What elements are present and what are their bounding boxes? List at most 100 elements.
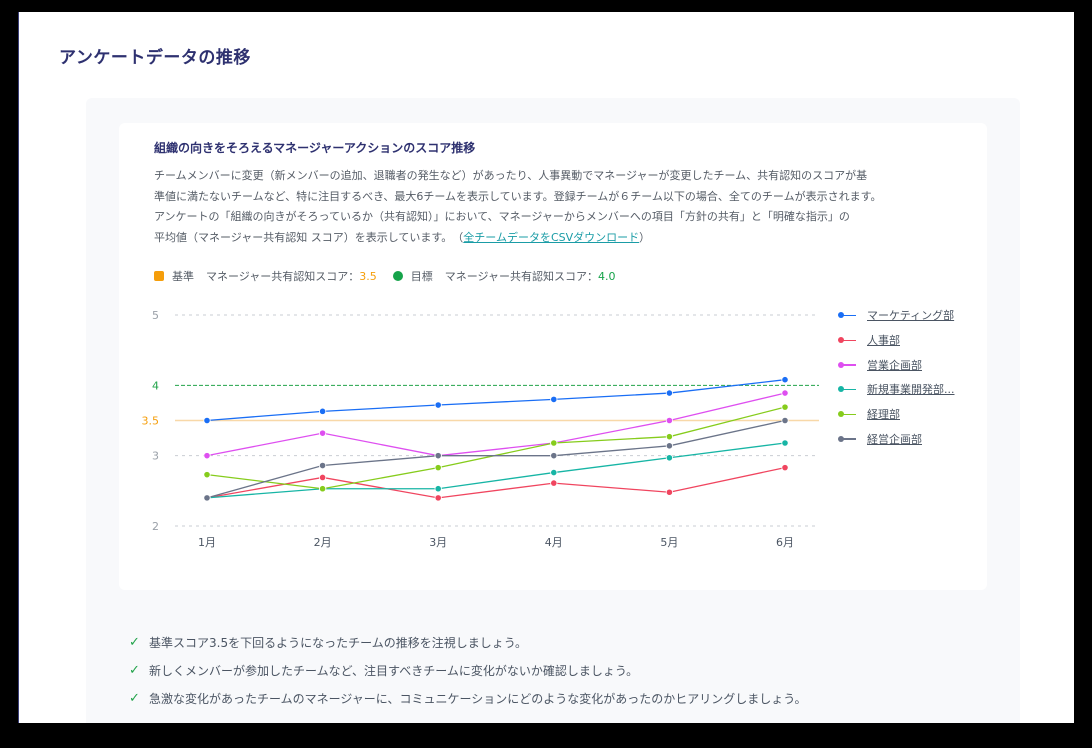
legend-label[interactable]: 経理部 <box>867 408 900 422</box>
x-tick-label: 1月 <box>198 536 216 549</box>
desc-line-2: 準値に満たないチームなど、特に注目するべき、最大6チームを表示しています。登録チ… <box>154 189 882 203</box>
desc-suffix: ） <box>639 230 651 244</box>
data-point[interactable] <box>665 389 674 397</box>
card-description: チームメンバーに変更（新メンバーの追加、退職者の発生など）があったり、人事異動で… <box>154 166 984 248</box>
legend-label[interactable]: 経営企画部 <box>867 432 922 446</box>
page-title: アンケートデータの推移 <box>59 48 251 68</box>
series-line <box>206 419 786 499</box>
data-point[interactable] <box>550 468 558 477</box>
target-value: 4.0 <box>597 269 616 283</box>
target-text: マネージャー共有認知スコア： <box>444 270 598 283</box>
legend-item[interactable]: 新規事業開発部... <box>838 377 955 402</box>
x-tick-label: 6月 <box>776 536 794 549</box>
y-tick-label: 2 <box>152 520 159 533</box>
data-point[interactable] <box>434 401 442 409</box>
series-line <box>206 392 786 457</box>
data-point[interactable] <box>665 442 674 450</box>
check-icon: ✓ <box>129 662 140 678</box>
tip-text: 基準スコア3.5を下回るようになったチームの推移を注視しましょう。 <box>149 635 528 650</box>
legend-marker-icon <box>838 310 858 320</box>
data-point[interactable] <box>434 494 442 502</box>
baseline-square-icon <box>154 271 164 281</box>
card-title: 組織の向きをそろえるマネージャーアクションのスコア推移 <box>154 141 476 155</box>
desc-line-3: アンケートの「組織の向きがそろっているか（共有認知）」において、マネージャーから… <box>154 210 850 223</box>
data-point[interactable] <box>550 479 558 487</box>
desc-line-4: 平均値（マネージャー共有認知 スコア）を表示しています。 （ <box>154 230 464 244</box>
data-point[interactable] <box>781 403 789 411</box>
tip-text: 新しくメンバーが参加したチームなど、注目すべきチームに変化がないか確認しましょう… <box>149 663 639 678</box>
y-tick-label: 4 <box>152 379 159 392</box>
baseline-label: 基準 <box>172 270 194 283</box>
survey-panel: 組織の向きをそろえるマネージャーアクションのスコア推移 チームメンバーに変更（新… <box>86 98 1020 723</box>
data-point[interactable] <box>203 494 211 502</box>
data-point[interactable] <box>665 454 674 462</box>
baseline-value: 3.5 <box>359 269 377 283</box>
page: アンケートデータの推移 組織の向きをそろえるマネージャーアクションのスコア推移 … <box>18 12 1074 723</box>
data-point[interactable] <box>665 416 674 425</box>
legend-item[interactable]: 経理部 <box>838 402 955 427</box>
legend-marker-icon <box>838 434 858 444</box>
data-point[interactable] <box>665 433 674 441</box>
legend-item[interactable]: 経営企画部 <box>838 426 955 451</box>
data-point[interactable] <box>203 471 211 479</box>
data-point[interactable] <box>319 429 327 437</box>
data-point[interactable] <box>781 416 789 425</box>
y-tick-label: 3.5 <box>142 415 160 428</box>
target-dot-icon <box>392 271 403 281</box>
x-tick-label: 2月 <box>314 536 332 549</box>
tip-item: ✓ 基準スコア3.5を下回るようになったチームの推移を注視しましょう。 <box>129 628 807 656</box>
check-icon: ✓ <box>129 690 140 706</box>
data-point[interactable] <box>434 485 442 493</box>
data-point[interactable] <box>319 461 327 470</box>
data-point[interactable] <box>781 376 789 384</box>
baseline-reference: 基準 マネージャー共有認知スコア： 3.5 <box>154 268 377 284</box>
line-chart: 5 4 3.5 3 2 1月 2月 3月 4月 5月 6月 <box>142 309 819 549</box>
baseline-text: マネージャー共有認知スコア： <box>206 270 360 283</box>
data-point[interactable] <box>434 452 442 460</box>
legend-item[interactable]: 人事部 <box>838 328 955 353</box>
series-line <box>206 379 786 422</box>
data-point[interactable] <box>319 407 327 415</box>
legend-label[interactable]: 営業企画部 <box>867 358 922 372</box>
data-point[interactable] <box>550 439 558 447</box>
data-point[interactable] <box>781 389 789 397</box>
desc-line-1: チームメンバーに変更（新メンバーの追加、退職者の発生など）があったり、人事異動で… <box>154 169 868 182</box>
y-tick-label: 3 <box>152 450 159 463</box>
series-line <box>206 406 786 490</box>
csv-download-link[interactable]: 全チームデータをCSVダウンロード <box>463 230 640 244</box>
legend-item[interactable]: 営業企画部 <box>838 352 955 377</box>
legend-item[interactable]: マーケティング部 <box>838 303 955 328</box>
data-point[interactable] <box>203 416 211 425</box>
data-point[interactable] <box>550 395 558 403</box>
target-reference: 目標 マネージャー共有認知スコア： 4.0 <box>392 268 616 284</box>
data-point[interactable] <box>781 439 789 447</box>
tip-item: ✓ 新しくメンバーが参加したチームなど、注目すべきチームに変化がないか確認しましょ… <box>129 656 807 684</box>
legend-marker-icon <box>838 335 858 345</box>
chart-card: 組織の向きをそろえるマネージャーアクションのスコア推移 チームメンバーに変更（新… <box>119 123 987 590</box>
tips-list: ✓ 基準スコア3.5を下回るようになったチームの推移を注視しましょう。 ✓ 新しくメン… <box>129 628 807 712</box>
legend-label[interactable]: 新規事業開発部... <box>867 383 955 397</box>
data-point[interactable] <box>665 488 674 496</box>
series-line <box>206 466 786 499</box>
data-point[interactable] <box>434 464 442 472</box>
data-point[interactable] <box>781 464 789 472</box>
check-icon: ✓ <box>129 634 140 650</box>
legend-marker-icon <box>838 384 858 394</box>
tip-item: ✓ 急激な変化があったチームのマネージャーに、コミュニケーションにどのような変化が… <box>129 684 807 712</box>
reference-legend: 基準 マネージャー共有認知スコア： 3.5 目標 マネージャー共有認知スコア： … <box>154 268 631 284</box>
x-tick-label: 5月 <box>660 536 678 549</box>
data-point[interactable] <box>550 452 558 460</box>
legend-label[interactable]: 人事部 <box>867 334 900 348</box>
data-point[interactable] <box>319 485 327 493</box>
tip-text: 急激な変化があったチームのマネージャーに、コミュニケーションにどのような変化があ… <box>149 691 807 706</box>
legend-label[interactable]: マーケティング部 <box>867 309 955 323</box>
target-label: 目標 <box>410 270 433 283</box>
legend-marker-icon <box>838 360 858 370</box>
legend-marker-icon <box>838 409 858 419</box>
y-tick-label: 5 <box>152 309 159 322</box>
series-line <box>206 442 786 499</box>
data-point[interactable] <box>319 473 327 482</box>
data-point[interactable] <box>203 452 211 460</box>
chart-legend: マーケティング部 人事部営業企画部新規事業開発部... 経理部経営企画部 <box>838 303 955 451</box>
x-tick-label: 3月 <box>429 536 447 549</box>
